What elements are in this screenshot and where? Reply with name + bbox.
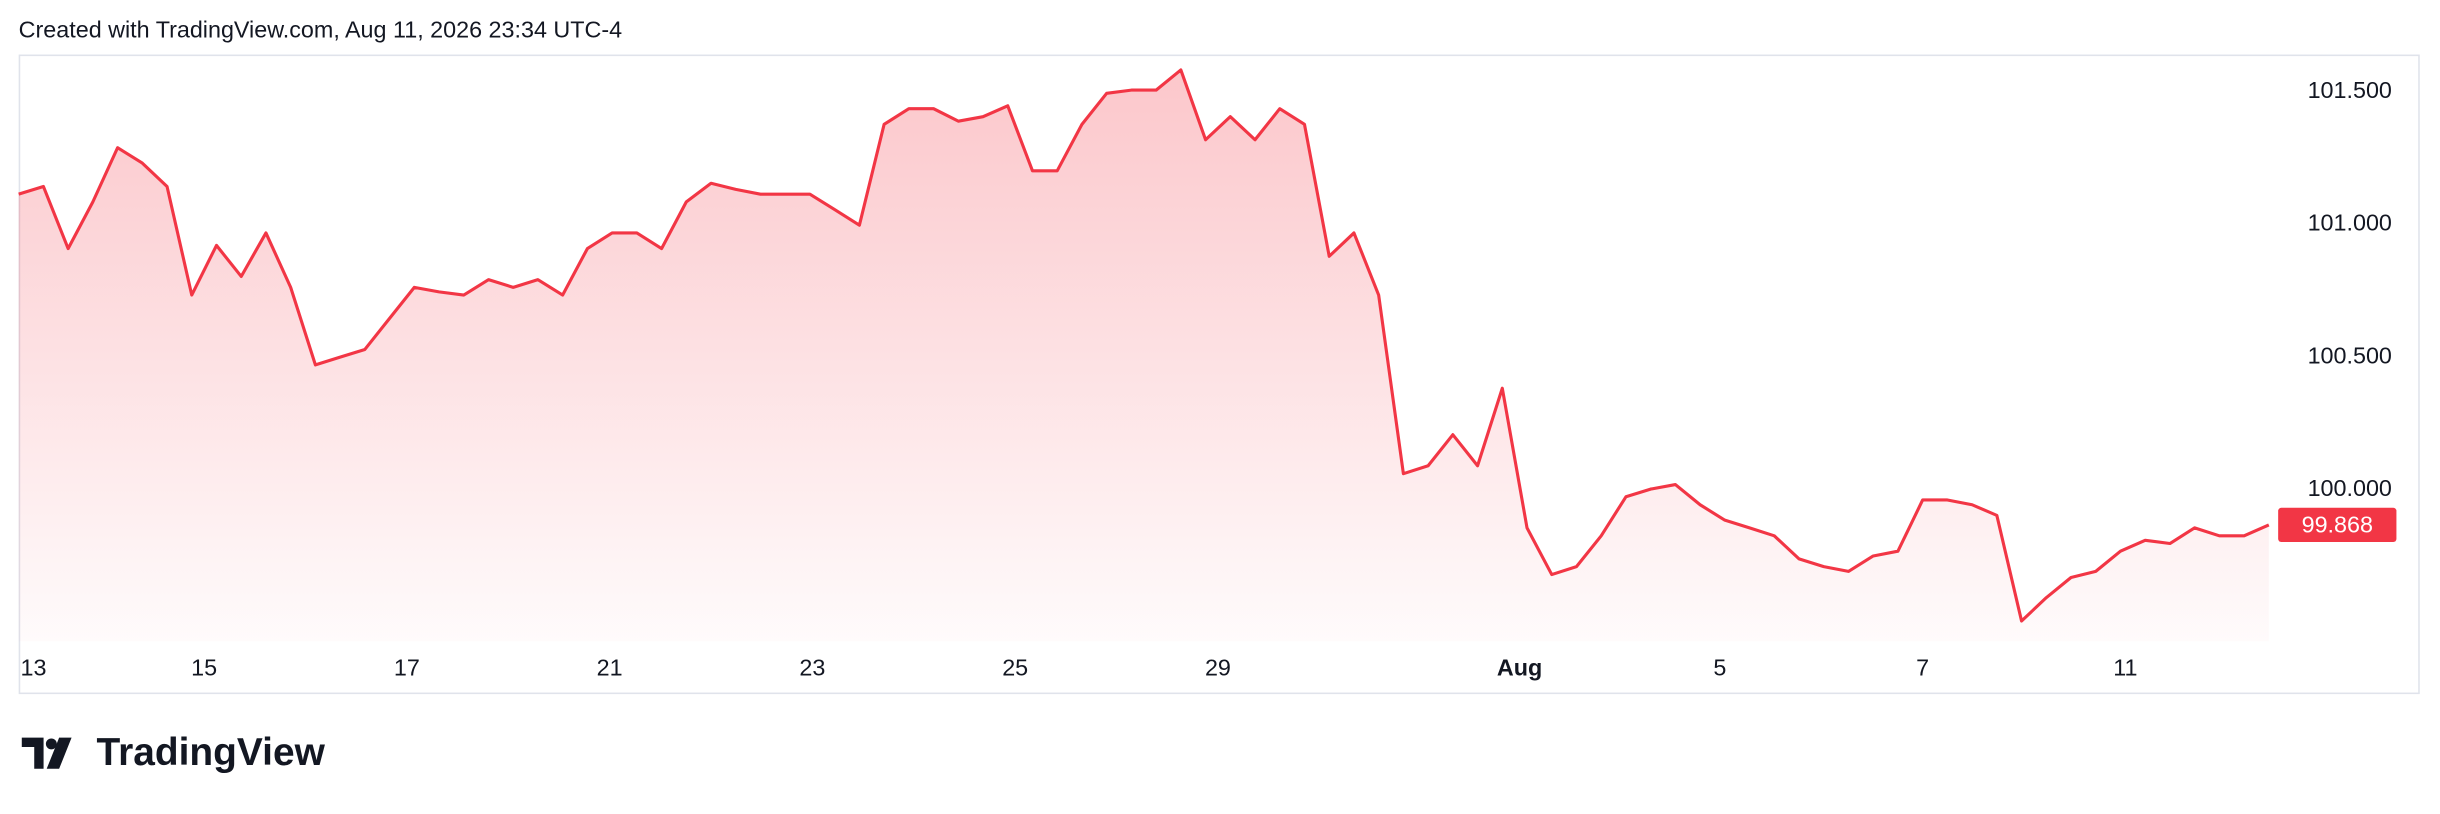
x-tick-label: 5 [1713,654,1726,680]
header-caption: Created with TradingView.com, Aug 11, 20… [19,16,622,42]
x-tick-label: 7 [1916,654,1929,680]
x-tick-label: 21 [597,654,623,680]
area-fill [18,69,2269,642]
last-price-label: 99.868 [2302,512,2373,538]
x-tick-label: 15 [191,654,217,680]
x-tick-label: 29 [1205,654,1231,680]
x-tick-label: 23 [799,654,825,680]
brand-name: TradingView [96,731,325,774]
x-tick-label: 13 [21,654,47,680]
x-tick-label: 11 [2113,654,2137,680]
brand-logo [21,737,72,769]
price-line [18,68,2270,623]
x-tick-label: 25 [1002,654,1028,680]
y-tick-label: 101.500 [2308,77,2392,103]
y-tick-label: 100.000 [2308,475,2392,501]
x-tick-label: Aug [1497,654,1542,680]
last-price-badge [2278,507,2397,543]
x-tick-label: 17 [394,654,420,680]
y-tick-label: 100.500 [2308,342,2392,368]
y-tick-label: 101.000 [2308,210,2392,236]
plot: 100.000 100.500 101.000 101.500 13 15 17 21 23 25… [18,68,2397,680]
